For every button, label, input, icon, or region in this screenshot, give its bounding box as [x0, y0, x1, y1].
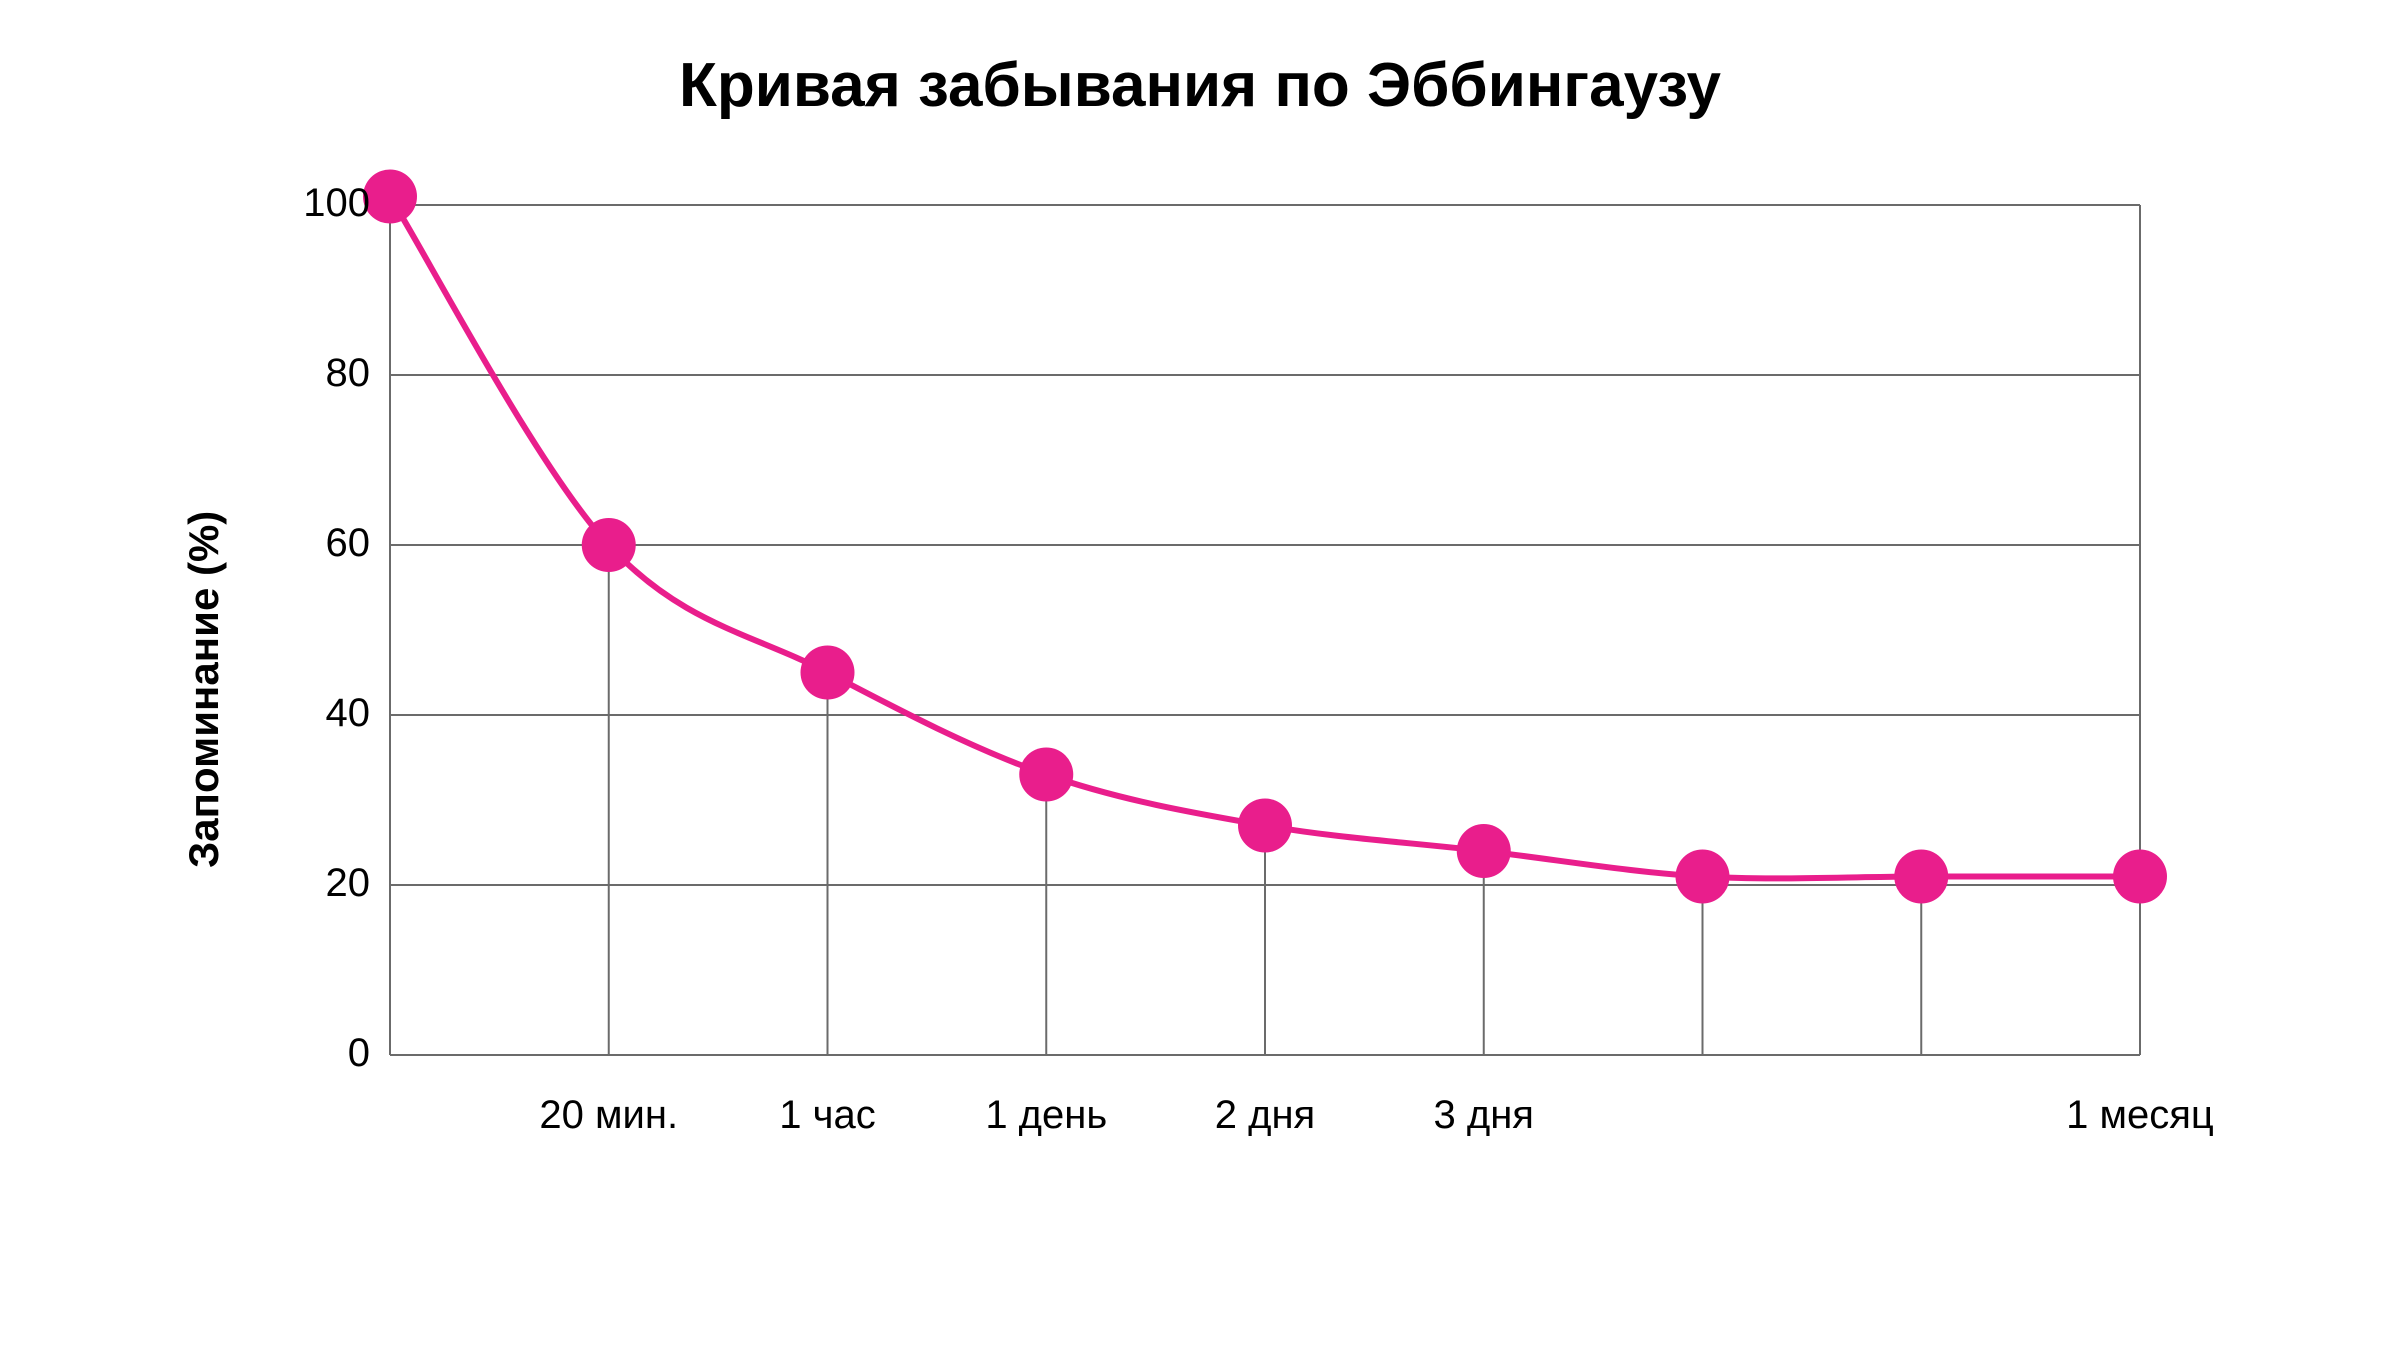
- x-tick-label: 1 месяц: [2020, 1093, 2260, 1138]
- data-marker: [363, 170, 417, 224]
- data-marker: [2113, 850, 2167, 904]
- data-marker: [1894, 850, 1948, 904]
- y-tick-label: 100: [260, 181, 370, 226]
- data-marker: [1457, 824, 1511, 878]
- y-tick-label: 60: [260, 521, 370, 566]
- x-tick-label: 3 дня: [1364, 1093, 1604, 1138]
- y-tick-label: 0: [260, 1031, 370, 1076]
- x-tick-label: 1 день: [926, 1093, 1166, 1138]
- chart-container: Кривая забывания по Эббингаузу Запоминан…: [0, 0, 2400, 1345]
- x-tick-label: 2 дня: [1145, 1093, 1385, 1138]
- data-marker: [1238, 799, 1292, 853]
- y-tick-label: 20: [260, 861, 370, 906]
- data-marker: [1019, 748, 1073, 802]
- curve-line: [390, 197, 2140, 879]
- x-tick-label: 20 мин.: [489, 1093, 729, 1138]
- y-tick-label: 40: [260, 691, 370, 736]
- data-marker: [1676, 850, 1730, 904]
- x-tick-label: 1 час: [708, 1093, 948, 1138]
- y-tick-label: 80: [260, 351, 370, 396]
- data-marker: [582, 518, 636, 572]
- data-marker: [801, 646, 855, 700]
